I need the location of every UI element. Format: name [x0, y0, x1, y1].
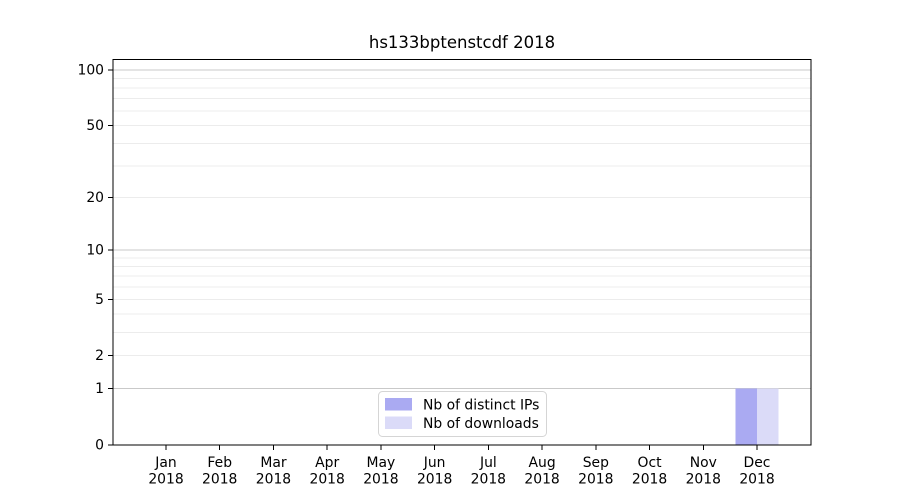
legend-swatch-downloads: [385, 416, 412, 429]
x-tick-label-month: May: [367, 455, 396, 471]
x-tick-label-year: 2018: [739, 472, 774, 488]
x-tick-label-month: Nov: [690, 455, 717, 471]
x-tick-label-month: Jun: [423, 455, 446, 471]
y-tick-label: 1: [95, 381, 104, 397]
x-tick-label-month: Jul: [479, 455, 497, 471]
legend-label-distinct-ips: Nb of distinct IPs: [423, 398, 539, 414]
y-tick-label: 0: [95, 438, 104, 454]
x-tick-label-month: Aug: [529, 455, 556, 471]
x-tick-label-month: Feb: [207, 455, 232, 471]
x-tick-label-month: Apr: [315, 455, 339, 471]
x-tick-label-year: 2018: [417, 472, 452, 488]
x-tick-label-year: 2018: [148, 472, 183, 488]
x-tick-label-year: 2018: [202, 472, 237, 488]
x-tick-label-year: 2018: [256, 472, 291, 488]
x-tick-label-year: 2018: [524, 472, 559, 488]
x-tick-label-month: Dec: [744, 455, 771, 471]
legend: Nb of distinct IPs Nb of downloads: [378, 391, 547, 437]
x-tick-label-year: 2018: [686, 472, 721, 488]
legend-swatch-distinct-ips: [385, 398, 412, 411]
plot-frame: [112, 59, 812, 446]
x-tick-label-year: 2018: [363, 472, 398, 488]
y-tick-label: 20: [86, 190, 104, 206]
x-tick-label-month: Oct: [638, 455, 663, 471]
y-tick-label: 10: [86, 243, 104, 259]
gridlines: [113, 69, 811, 390]
plot-border: [112, 59, 812, 446]
y-tick-label: 50: [86, 118, 104, 134]
x-tick-label-year: 2018: [578, 472, 613, 488]
x-tick-label-month: Sep: [583, 455, 609, 471]
legend-label-downloads: Nb of downloads: [423, 416, 539, 432]
x-tick-label-year: 2018: [310, 472, 345, 488]
y-tick-label: 2: [95, 348, 104, 364]
x-tick-label-month: Jan: [154, 455, 176, 471]
chart-title: hs133bptenstcdf 2018: [369, 33, 555, 52]
legend-box: [378, 391, 547, 437]
x-tick-label-month: Mar: [260, 455, 286, 471]
y-tick-label: 5: [95, 292, 104, 308]
bar-series: [735, 388, 779, 445]
bar-nb-of-downloads: [757, 388, 779, 445]
x-tick-label-year: 2018: [471, 472, 506, 488]
y-tick-label: 100: [77, 63, 104, 79]
axis-ticks-and-labels: 0125102050100Jan2018Feb2018Mar2018Apr201…: [77, 63, 774, 488]
bar-nb-of-distinct-ips: [735, 388, 757, 445]
x-tick-label-year: 2018: [632, 472, 667, 488]
